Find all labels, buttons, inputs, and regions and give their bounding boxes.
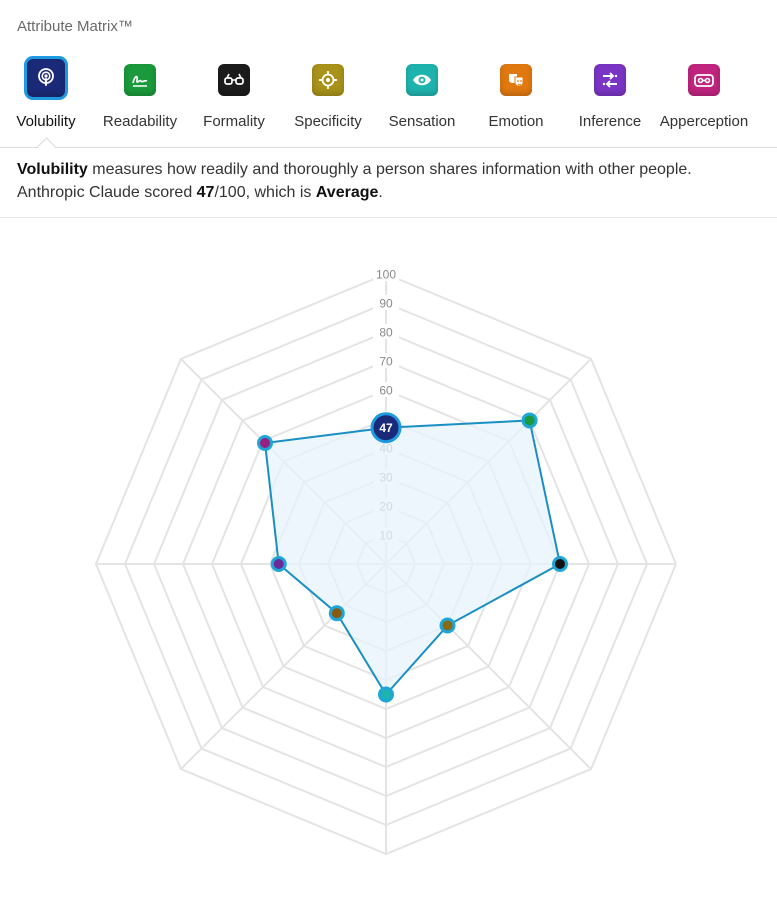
- description-term: Volubility: [17, 161, 88, 178]
- data-point-readability: [521, 412, 538, 429]
- tick-label: 100: [376, 268, 396, 282]
- signature-icon: [124, 64, 156, 96]
- data-point-sensation: [378, 686, 394, 703]
- tick-label-bg: [373, 353, 399, 368]
- data-point-specificity: [439, 617, 456, 634]
- masks-icon: [500, 64, 532, 96]
- tab-sensation[interactable]: Sensation: [375, 52, 469, 147]
- tab-formality[interactable]: Formality: [187, 52, 281, 147]
- tab-label: Emotion: [488, 113, 544, 130]
- data-point-apperception: [257, 435, 274, 452]
- description-rating: Average: [315, 184, 379, 201]
- tick-label-bg: [373, 382, 399, 397]
- tab-label: Specificity: [294, 113, 362, 130]
- description-divider: [0, 217, 777, 218]
- tab-label: Sensation: [388, 113, 456, 130]
- glasses-icon: [218, 64, 250, 96]
- tick-label: 80: [379, 326, 393, 340]
- tick-label: 60: [379, 384, 393, 398]
- tick-label-bg: [373, 266, 399, 281]
- tab-apperception[interactable]: Apperception: [657, 52, 751, 147]
- podcast-icon: [24, 56, 68, 100]
- tab-readability[interactable]: Readability: [93, 52, 187, 147]
- description-subject: Anthropic Claude scored: [17, 184, 197, 201]
- tab-label: Apperception: [659, 113, 749, 130]
- attribute-tabs: Volubility Readability Formality Specificit…: [0, 52, 777, 156]
- data-point-formality: [552, 556, 568, 572]
- tab-label: Formality: [203, 113, 265, 130]
- data-point-emotion: [328, 605, 345, 622]
- data-label-highlight: 47: [379, 421, 393, 435]
- tick-label: 70: [379, 355, 393, 369]
- tick-label: 90: [379, 297, 393, 311]
- tick-label-bg: [373, 324, 399, 339]
- shuffle-icon: [594, 64, 626, 96]
- radar-series-area: [263, 419, 562, 697]
- tab-label: Readability: [102, 113, 178, 130]
- tab-label: Volubility: [16, 113, 76, 130]
- tab-specificity[interactable]: Specificity: [281, 52, 375, 147]
- tab-label: Inference: [578, 113, 642, 130]
- tab-inference[interactable]: Inference: [563, 52, 657, 147]
- description-text: measures how readily and thoroughly a pe…: [87, 161, 692, 178]
- data-point-volubility: [370, 412, 402, 444]
- target-icon: [312, 64, 344, 96]
- description-max: /100, which is: [214, 184, 316, 201]
- tab-volubility[interactable]: Volubility: [0, 52, 93, 147]
- app-title: Attribute Matrix™: [17, 18, 133, 35]
- description-score: 47: [196, 184, 215, 201]
- eye-icon: [406, 64, 438, 96]
- tick-label-bg: [373, 295, 399, 310]
- data-point-inference: [270, 556, 287, 572]
- attribute-description: Volubility measures how readily and thor…: [17, 158, 757, 204]
- description-end: .: [378, 184, 383, 201]
- cassette-icon: [688, 64, 720, 96]
- tab-emotion[interactable]: Emotion: [469, 52, 563, 147]
